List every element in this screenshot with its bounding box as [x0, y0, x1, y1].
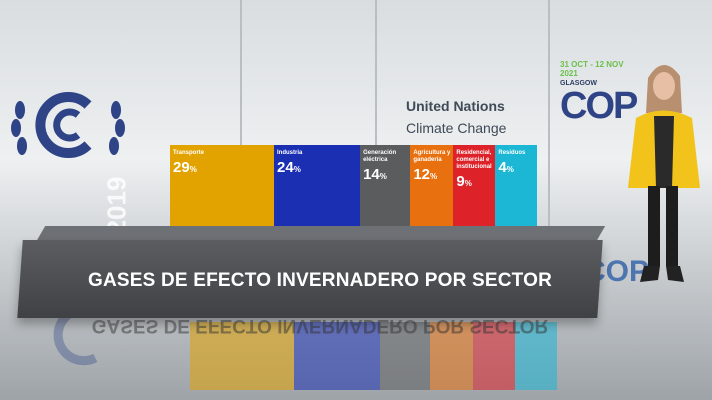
- chart-title: GASES DE EFECTO INVERNADERO POR SECTOR: [87, 270, 553, 291]
- un-climate-change-logo-text: United Nations Climate Change: [406, 95, 506, 139]
- bar-value: 14%: [363, 167, 407, 185]
- bar-5: Residencial, comercial e institucional 9%: [453, 145, 496, 240]
- bar-3: Generación eléctrica 14%: [360, 145, 411, 240]
- bar-value-number: 4: [498, 159, 507, 176]
- bar-reflection: [473, 322, 516, 390]
- bar-value-unit: %: [293, 165, 301, 174]
- bar-2: Industria 24%: [274, 145, 361, 240]
- bar-value: 24%: [277, 160, 357, 178]
- un-subtitle: Climate Change: [406, 120, 507, 136]
- bar-value-unit: %: [430, 172, 438, 181]
- un-title: United Nations: [406, 98, 505, 114]
- panel-divider: [240, 0, 242, 260]
- bar-4: Agricultura y ganadería 12%: [410, 145, 454, 240]
- bar-label: Residuos: [498, 150, 526, 156]
- bar-value-unit: %: [506, 165, 514, 174]
- bar-reflection: [430, 322, 474, 390]
- cop-dates: 31 OCT - 12 NOV 2021: [560, 60, 624, 78]
- panel-divider: [375, 0, 377, 260]
- unfccc-logo-icon: [11, 92, 125, 158]
- bar-reflection: [190, 322, 295, 390]
- bar-label: Industria: [277, 150, 303, 156]
- bar-label: Residencial, comercial e institucional: [456, 150, 492, 170]
- bar-label: Agricultura y ganadería: [413, 150, 451, 163]
- bar-value: 4%: [498, 160, 534, 178]
- bar-value-unit: %: [189, 165, 197, 174]
- bar-value-unit: %: [464, 179, 472, 188]
- bar-value-number: 12: [413, 166, 430, 183]
- bar-value-number: 29: [173, 159, 190, 176]
- cop26-logo: 31 OCT - 12 NOV 2021 GLASGOW COP: [560, 60, 640, 128]
- panel-divider: [548, 0, 550, 260]
- bar-value: 9%: [456, 174, 492, 192]
- bar-reflection: [380, 322, 431, 390]
- cop-word: COP: [560, 85, 638, 127]
- bar-label: Transporte: [173, 150, 205, 156]
- chart-title-reflection: GASES DE EFECTO INVERNADERO POR SECTOR: [91, 315, 549, 336]
- cop-city: GLASGOW: [560, 80, 597, 87]
- bar-value-unit: %: [379, 172, 387, 181]
- bar-value-number: 24: [277, 159, 294, 176]
- presenter-figure: [628, 64, 700, 282]
- bar-reflection: [294, 322, 381, 390]
- bar-1: Transporte 29%: [170, 145, 275, 240]
- bar-label: Generación eléctrica: [363, 150, 397, 163]
- bar-value-number: 14: [363, 166, 380, 183]
- bar-value: 29%: [173, 160, 271, 178]
- bar-6: Residuos 4%: [495, 145, 538, 240]
- bar-reflection: [515, 322, 558, 390]
- bar-value-number: 9: [456, 173, 465, 190]
- bar-value: 12%: [413, 167, 450, 185]
